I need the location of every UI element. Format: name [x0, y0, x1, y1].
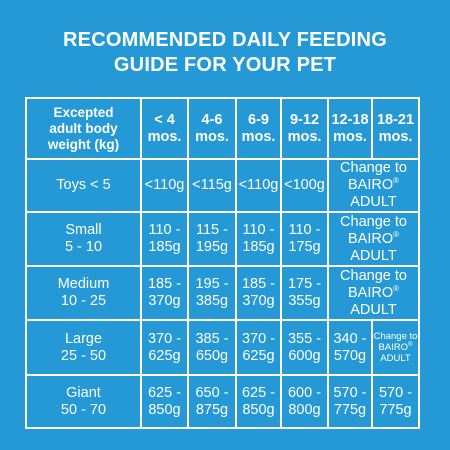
row-label: Medium 10 - 25 [25, 265, 142, 321]
header-age-4: 12-18 mos. [327, 97, 373, 160]
header-age-3: 9-12 mos. [280, 97, 329, 160]
table-cell: 110 -185g [140, 211, 189, 267]
table-cell: 370 -625g [140, 319, 189, 376]
table-row: Toys < 5 <110g <115g <110g <100g Change … [25, 158, 420, 213]
table-cell: <110g [235, 158, 282, 213]
table-cell: 385 -650g [187, 319, 237, 376]
change-to-adult-cell: Change to BAIRO® ADULT [327, 265, 420, 321]
page-title: RECOMMENDED DAILY FEEDING GUIDE FOR YOUR… [0, 28, 450, 78]
table-cell: 185 -370g [140, 265, 189, 321]
row-label: Toys < 5 [25, 158, 142, 213]
table-cell: 340 -570g [327, 319, 373, 376]
row-label: Small 5 - 10 [25, 211, 142, 267]
table-cell: 625 -850g [140, 374, 189, 429]
table-cell: <100g [280, 158, 329, 213]
table-cell: <115g [187, 158, 237, 213]
change-to-adult-cell: Change to BAIRO® ADULT [327, 158, 420, 213]
table-cell: 110 -185g [235, 211, 282, 267]
table-cell: 570 -775g [327, 374, 373, 429]
table-cell: 185 -370g [235, 265, 282, 321]
table-cell: 650 -875g [187, 374, 237, 429]
table-cell: 110 -175g [280, 211, 329, 267]
row-label: Large 25 - 50 [25, 319, 142, 376]
header-age-2: 6-9 mos. [235, 97, 282, 160]
table-row: Small 5 - 10 110 -185g 115 -195g 110 -185… [25, 211, 420, 267]
table-header-row: Excepted adult body weight (kg) < 4 mos. … [25, 97, 420, 160]
table-cell: 175 -355g [280, 265, 329, 321]
change-to-adult-cell: Change to BAIRO® ADULT [327, 211, 420, 267]
table-cell: 195 -385g [187, 265, 237, 321]
table-cell: 115 -195g [187, 211, 237, 267]
header-age-5: 18-21 mos. [371, 97, 420, 160]
change-to-adult-cell: Change to BAIRO® ADULT [371, 319, 420, 376]
table-cell: 370 -625g [235, 319, 282, 376]
table-cell: 600 -800g [280, 374, 329, 429]
header-age-1: 4-6 mos. [187, 97, 237, 160]
table-cell: 570 -775g [371, 374, 420, 429]
table-cell: 355 -600g [280, 319, 329, 376]
title-line-2: GUIDE FOR YOUR PET [113, 54, 337, 76]
header-weight: Excepted adult body weight (kg) [25, 97, 142, 160]
header-age-0: < 4 mos. [140, 97, 189, 160]
table-row: Giant 50 - 70 625 -850g 650 -875g 625 -85… [25, 374, 420, 429]
table-row: Medium 10 - 25 185 -370g 195 -385g 185 -3… [25, 265, 420, 321]
title-line-1: RECOMMENDED DAILY FEEDING [63, 29, 387, 51]
row-label: Giant 50 - 70 [25, 374, 142, 429]
table-row: Large 25 - 50 370 -625g 385 -650g 370 -62… [25, 319, 420, 376]
table-cell: 625 -850g [235, 374, 282, 429]
table-cell: <110g [140, 158, 189, 213]
feeding-guide-table: Excepted adult body weight (kg) < 4 mos. … [25, 97, 420, 429]
